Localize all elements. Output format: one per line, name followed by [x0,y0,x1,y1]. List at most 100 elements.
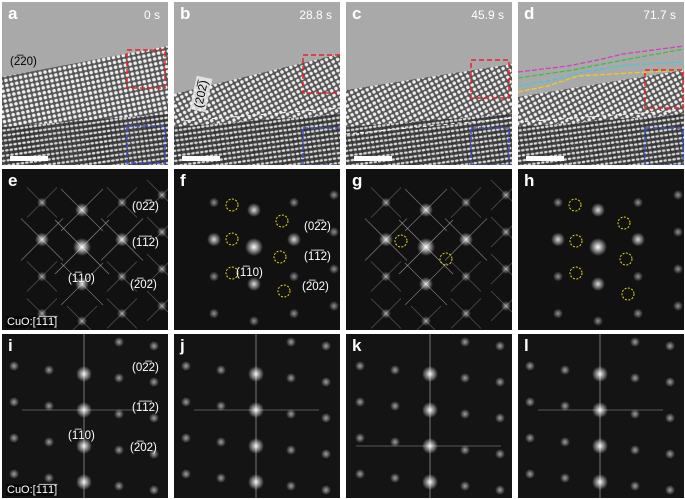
superlattice-spot-circle [621,287,635,301]
superlattice-spot-circle [225,198,239,212]
diffraction-spot [633,308,643,319]
panel-letter: b [180,4,191,23]
diffraction-spot [390,401,400,411]
plane-label: (1̅1̅2) [132,402,159,414]
panel-letter: i [8,336,13,355]
plane-label: (1̅1̅2) [132,237,159,249]
diffraction-spot [329,264,339,274]
surface-trace-line [518,45,684,73]
diffraction-spot [495,485,505,495]
diffraction-spot [9,361,19,371]
diffraction-spot [247,277,261,291]
diffraction-spot [355,361,365,371]
diffraction-spot [216,401,226,411]
panel-letter: e [8,171,18,190]
diffraction-spot [209,197,219,208]
superlattice-spot-circle [277,284,291,298]
diffraction-spot [106,187,138,218]
diffraction-spot [149,449,159,459]
diffraction-spot [592,438,608,454]
zone-axis-label: CuO:[1̅1̅1̅] [6,316,59,328]
diffraction-spot [76,366,92,382]
diffraction-spot [44,401,54,411]
diffraction-spot [630,337,640,347]
diffraction-spot [106,298,138,329]
diffraction-spot [525,433,535,443]
plane-label: (2̅02) [130,442,157,454]
diffraction-spot [321,413,331,423]
diffraction-spot [410,305,442,330]
diffraction-spot [591,203,605,217]
diffraction-spot [207,232,221,247]
zone-axis-label: CuO:[1̅1̅1̅] [6,484,59,496]
diffraction-spot [329,301,339,311]
diffraction-spot [673,190,683,200]
diffraction-spot [490,179,512,211]
diffraction-spot [390,437,400,447]
diffraction-spot [370,298,402,329]
diffraction-spot [146,290,168,322]
diffraction-spot [665,485,675,495]
diffraction-spot [245,238,263,256]
panel-letter: j [180,336,185,355]
diffraction-spot [248,438,264,454]
diffraction-spot [149,485,159,495]
diffraction-spot [9,397,19,407]
diffraction-spot [355,469,365,479]
diffraction-spot [44,365,54,375]
surface-trace-line [518,69,684,93]
blue-roi-box [470,127,510,165]
diffraction-spot [9,433,19,443]
diffraction-spot [181,469,191,479]
diffraction-spot [525,361,535,371]
plane-label: (02̅2) [132,362,159,374]
diffraction-spot [633,271,643,282]
diffraction-spot [76,402,92,418]
red-roi-box [644,69,684,109]
plane-label: (2̅02) [130,279,157,291]
diffraction-spot [370,187,402,218]
diffraction-spot [286,337,296,347]
diffraction-spot [248,366,264,382]
diffraction-spot [525,397,535,407]
diffraction-spot [592,402,608,418]
diffraction-spot [560,437,570,447]
plane-label: (1̅10) [68,273,95,285]
diffraction-spot [633,197,643,208]
diffraction-spot [422,402,438,418]
diffraction-spot [355,397,365,407]
diffraction-spot [286,409,296,419]
plane-label: (1̅10) [68,430,95,442]
superlattice-spot-circle [275,214,289,228]
diffraction-spot [181,361,191,371]
plane-label: (02̅2) [304,221,331,233]
diffraction-spot [460,409,470,419]
substrate-lattice [174,114,340,165]
diffraction-spot [286,373,296,383]
diffraction-spot [249,316,259,326]
diffraction-spot [114,481,124,491]
superlattice-spot-circle [619,252,633,266]
diffraction-spot [390,365,400,375]
diffraction-spot [422,366,438,382]
diffraction-spot [495,413,505,423]
diffraction-spot [100,218,144,261]
panel-letter: h [524,171,535,190]
diffraction-spot [450,187,482,218]
diffraction-spot [490,290,512,322]
scale-bar [10,156,48,161]
diffraction-spot [422,438,438,454]
diffraction-spot [216,437,226,447]
blue-roi-box [302,127,340,165]
diffraction-spot [321,341,331,351]
diffraction-spot [149,413,159,423]
diffraction-spot [248,402,264,418]
plane-label: (02̅2) [132,201,159,213]
panel-d: d 71.7 s [518,2,684,165]
diffraction-spot [286,445,296,455]
superlattice-spot-circle [569,234,583,248]
panel-letter: a [8,4,18,23]
diffraction-spot [630,445,640,455]
panel-l: l [518,334,684,498]
diffraction-spot [553,197,563,208]
